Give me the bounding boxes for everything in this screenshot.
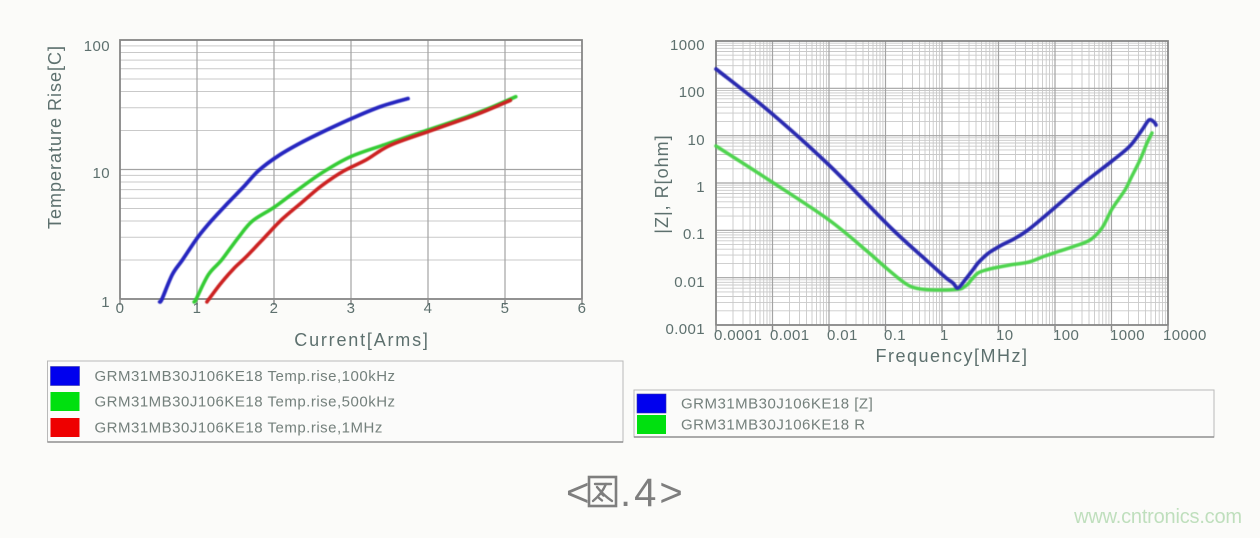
svg-text:0.0001: 0.0001: [714, 327, 762, 344]
svg-text:GRM31MB30J106KE18 [Z]: GRM31MB30J106KE18 [Z]: [681, 396, 873, 413]
svg-text:100: 100: [679, 84, 705, 101]
svg-text:0.1: 0.1: [884, 327, 906, 344]
svg-text:10: 10: [688, 132, 706, 149]
svg-text:1000: 1000: [1110, 327, 1145, 344]
svg-text:3: 3: [347, 300, 356, 317]
svg-text:Temperature Rise[C]: Temperature Rise[C]: [45, 45, 65, 229]
svg-text:100: 100: [1053, 327, 1079, 344]
svg-text:Current[Arms]: Current[Arms]: [294, 330, 429, 350]
svg-text:10: 10: [93, 165, 111, 182]
svg-text:5: 5: [501, 300, 510, 317]
svg-text:10: 10: [996, 327, 1014, 344]
svg-text:.4>: .4>: [620, 471, 686, 515]
svg-text:4: 4: [424, 300, 433, 317]
svg-text:GRM31MB30J106KE18 Temp.rise,50: GRM31MB30J106KE18 Temp.rise,500kHz: [95, 394, 396, 411]
svg-text:Frequency[MHz]: Frequency[MHz]: [875, 346, 1028, 366]
svg-text:100: 100: [84, 38, 110, 55]
svg-text:0.1: 0.1: [683, 226, 705, 243]
svg-text:www.cntronics.com: www.cntronics.com: [1073, 506, 1242, 528]
svg-text:|Z|, R[ohm]: |Z|, R[ohm]: [652, 134, 672, 233]
svg-text:1: 1: [101, 294, 110, 311]
svg-text:0.01: 0.01: [827, 327, 858, 344]
svg-text:0.001: 0.001: [770, 327, 810, 344]
svg-text:1: 1: [193, 300, 202, 317]
svg-text:0.01: 0.01: [674, 274, 705, 291]
svg-text:10000: 10000: [1163, 327, 1207, 344]
svg-text:GRM31MB30J106KE18 Temp.rise,1M: GRM31MB30J106KE18 Temp.rise,1MHz: [95, 420, 383, 437]
svg-text:1: 1: [696, 179, 705, 196]
svg-text:6: 6: [578, 300, 587, 317]
svg-text:GRM31MB30J106KE18 Temp.rise,10: GRM31MB30J106KE18 Temp.rise,100kHz: [95, 368, 396, 385]
svg-text:0: 0: [116, 300, 125, 317]
svg-text:2: 2: [270, 300, 279, 317]
svg-text:GRM31MB30J106KE18 R: GRM31MB30J106KE18 R: [681, 417, 866, 434]
svg-text:1: 1: [940, 327, 949, 344]
svg-text:0.001: 0.001: [665, 321, 705, 338]
svg-text:1000: 1000: [670, 37, 705, 54]
svg-text:<: <: [566, 471, 589, 515]
